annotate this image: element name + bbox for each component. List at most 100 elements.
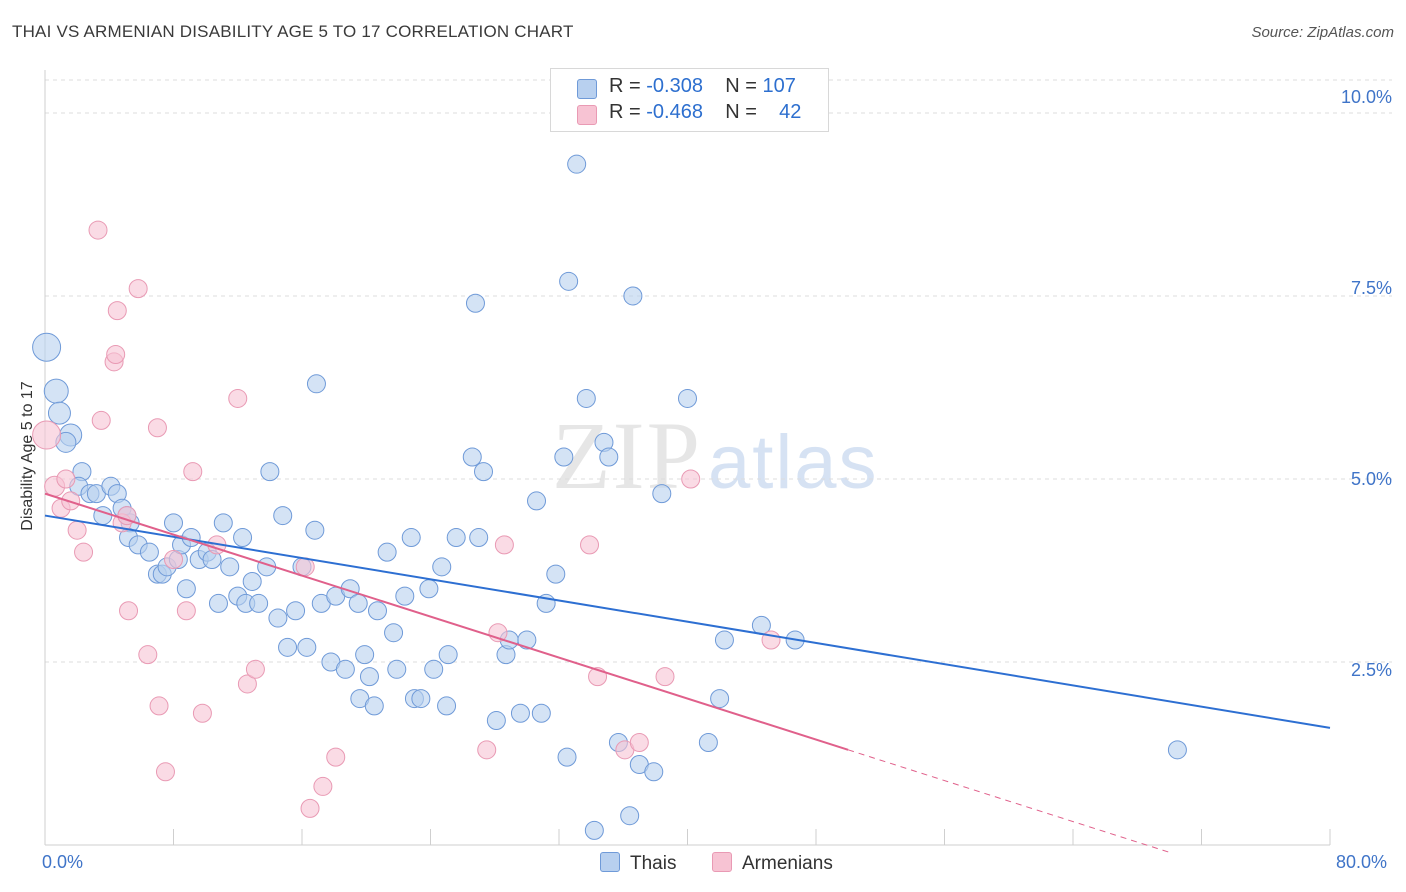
thais-point	[576, 388, 596, 408]
thais-point	[419, 579, 439, 599]
n-value: 42	[779, 101, 802, 123]
thais-points	[32, 154, 1187, 840]
x-tick-label: 0.0%	[42, 852, 84, 872]
armenians-point	[138, 645, 158, 665]
trend-lines	[44, 492, 1331, 853]
watermark-zip: ZIP	[552, 402, 702, 509]
thais-point	[306, 374, 326, 394]
thais-point	[242, 571, 262, 591]
armenians-point	[74, 542, 94, 562]
armenians-point	[128, 279, 148, 299]
thais-point	[401, 528, 421, 548]
thais-point	[554, 447, 574, 467]
thais-point	[698, 733, 718, 753]
axes	[44, 70, 1331, 846]
armenians-point	[237, 674, 257, 694]
watermark: ZIPatlas	[552, 400, 879, 511]
thais-point	[438, 645, 458, 665]
thais-point	[233, 528, 253, 548]
armenians-point	[494, 535, 514, 555]
armenians-point	[176, 601, 196, 621]
thais-point	[249, 593, 269, 613]
armenians-point	[313, 776, 333, 796]
thais-point	[164, 513, 183, 533]
armenians-point	[192, 703, 212, 723]
thais-point	[644, 762, 664, 782]
thais-swatch	[577, 79, 597, 99]
thais-point	[424, 659, 444, 679]
armenians-point	[56, 469, 76, 489]
thais-point	[714, 630, 734, 650]
armenians-swatch	[577, 105, 597, 125]
armenians-point	[655, 667, 675, 687]
thais-point	[220, 557, 240, 577]
r-value: -0.308	[646, 75, 703, 97]
thais-point	[395, 586, 415, 606]
armenians-point	[91, 410, 111, 430]
armenians-point	[629, 733, 649, 753]
armenians-point	[88, 220, 108, 240]
r-label: R =	[609, 101, 647, 123]
thais-point	[297, 637, 317, 657]
armenians-swatch	[712, 852, 732, 872]
legend-item-armenians[interactable]: Armenians	[712, 852, 833, 875]
thais-point	[531, 703, 551, 723]
thais-point	[348, 593, 368, 613]
y-tick-label: 7.5%	[1350, 278, 1392, 298]
thais-point	[486, 711, 506, 731]
thais-trend-line	[44, 514, 1331, 729]
thais-point	[710, 689, 730, 709]
n-value: 107	[762, 75, 796, 97]
thais-point	[559, 271, 579, 291]
armenians-points	[32, 220, 781, 818]
armenians-point	[67, 520, 87, 540]
thais-point	[367, 601, 387, 621]
armenians-point	[117, 506, 137, 526]
thais-point	[377, 542, 397, 562]
thais-point	[557, 747, 577, 767]
thais-point	[305, 520, 325, 540]
armenians-point	[164, 549, 183, 569]
thais-point	[139, 542, 159, 562]
thais-point	[510, 703, 530, 723]
thais-point	[567, 154, 587, 174]
thais-point	[213, 513, 233, 533]
armenians-point	[326, 747, 346, 767]
thais-point	[176, 579, 196, 599]
thais-point	[437, 696, 457, 716]
watermark-atlas: atlas	[708, 420, 879, 505]
thais-point	[527, 491, 547, 511]
armenians-point	[147, 418, 167, 438]
y-tick-label: 2.5%	[1350, 660, 1392, 680]
y-tick-label: 10.0%	[1340, 87, 1392, 107]
armenians-point	[155, 762, 175, 782]
armenians-point	[300, 798, 320, 818]
thais-point	[359, 667, 379, 687]
armenians-point	[183, 462, 203, 482]
n-label: N =	[725, 75, 763, 97]
thais-point	[268, 608, 288, 628]
thais-point	[546, 564, 566, 584]
chart-title: THAI VS ARMENIAN DISABILITY AGE 5 TO 17 …	[12, 22, 574, 41]
r-label: R =	[609, 75, 647, 97]
thais-point	[584, 820, 604, 840]
armenians-point	[106, 345, 126, 365]
thais-point	[678, 388, 697, 408]
y-axis-label: Disability Age 5 to 17	[19, 381, 36, 531]
armenians-point	[681, 469, 701, 489]
thais-point	[384, 623, 404, 643]
thais-point	[43, 378, 69, 404]
thais-point	[432, 557, 452, 577]
thais-point	[278, 637, 298, 657]
n-label: N =	[725, 101, 763, 123]
legend-label: Armenians	[742, 853, 833, 874]
armenians-point	[119, 601, 139, 621]
x-tick-label: 80.0%	[1336, 852, 1388, 872]
thais-point	[32, 332, 62, 362]
thais-point	[364, 696, 384, 716]
legend-item-thais[interactable]: Thais	[600, 852, 676, 875]
thais-point	[652, 484, 672, 504]
armenians-point	[149, 696, 169, 716]
thais-point	[623, 286, 643, 306]
armenians-point	[245, 659, 265, 679]
